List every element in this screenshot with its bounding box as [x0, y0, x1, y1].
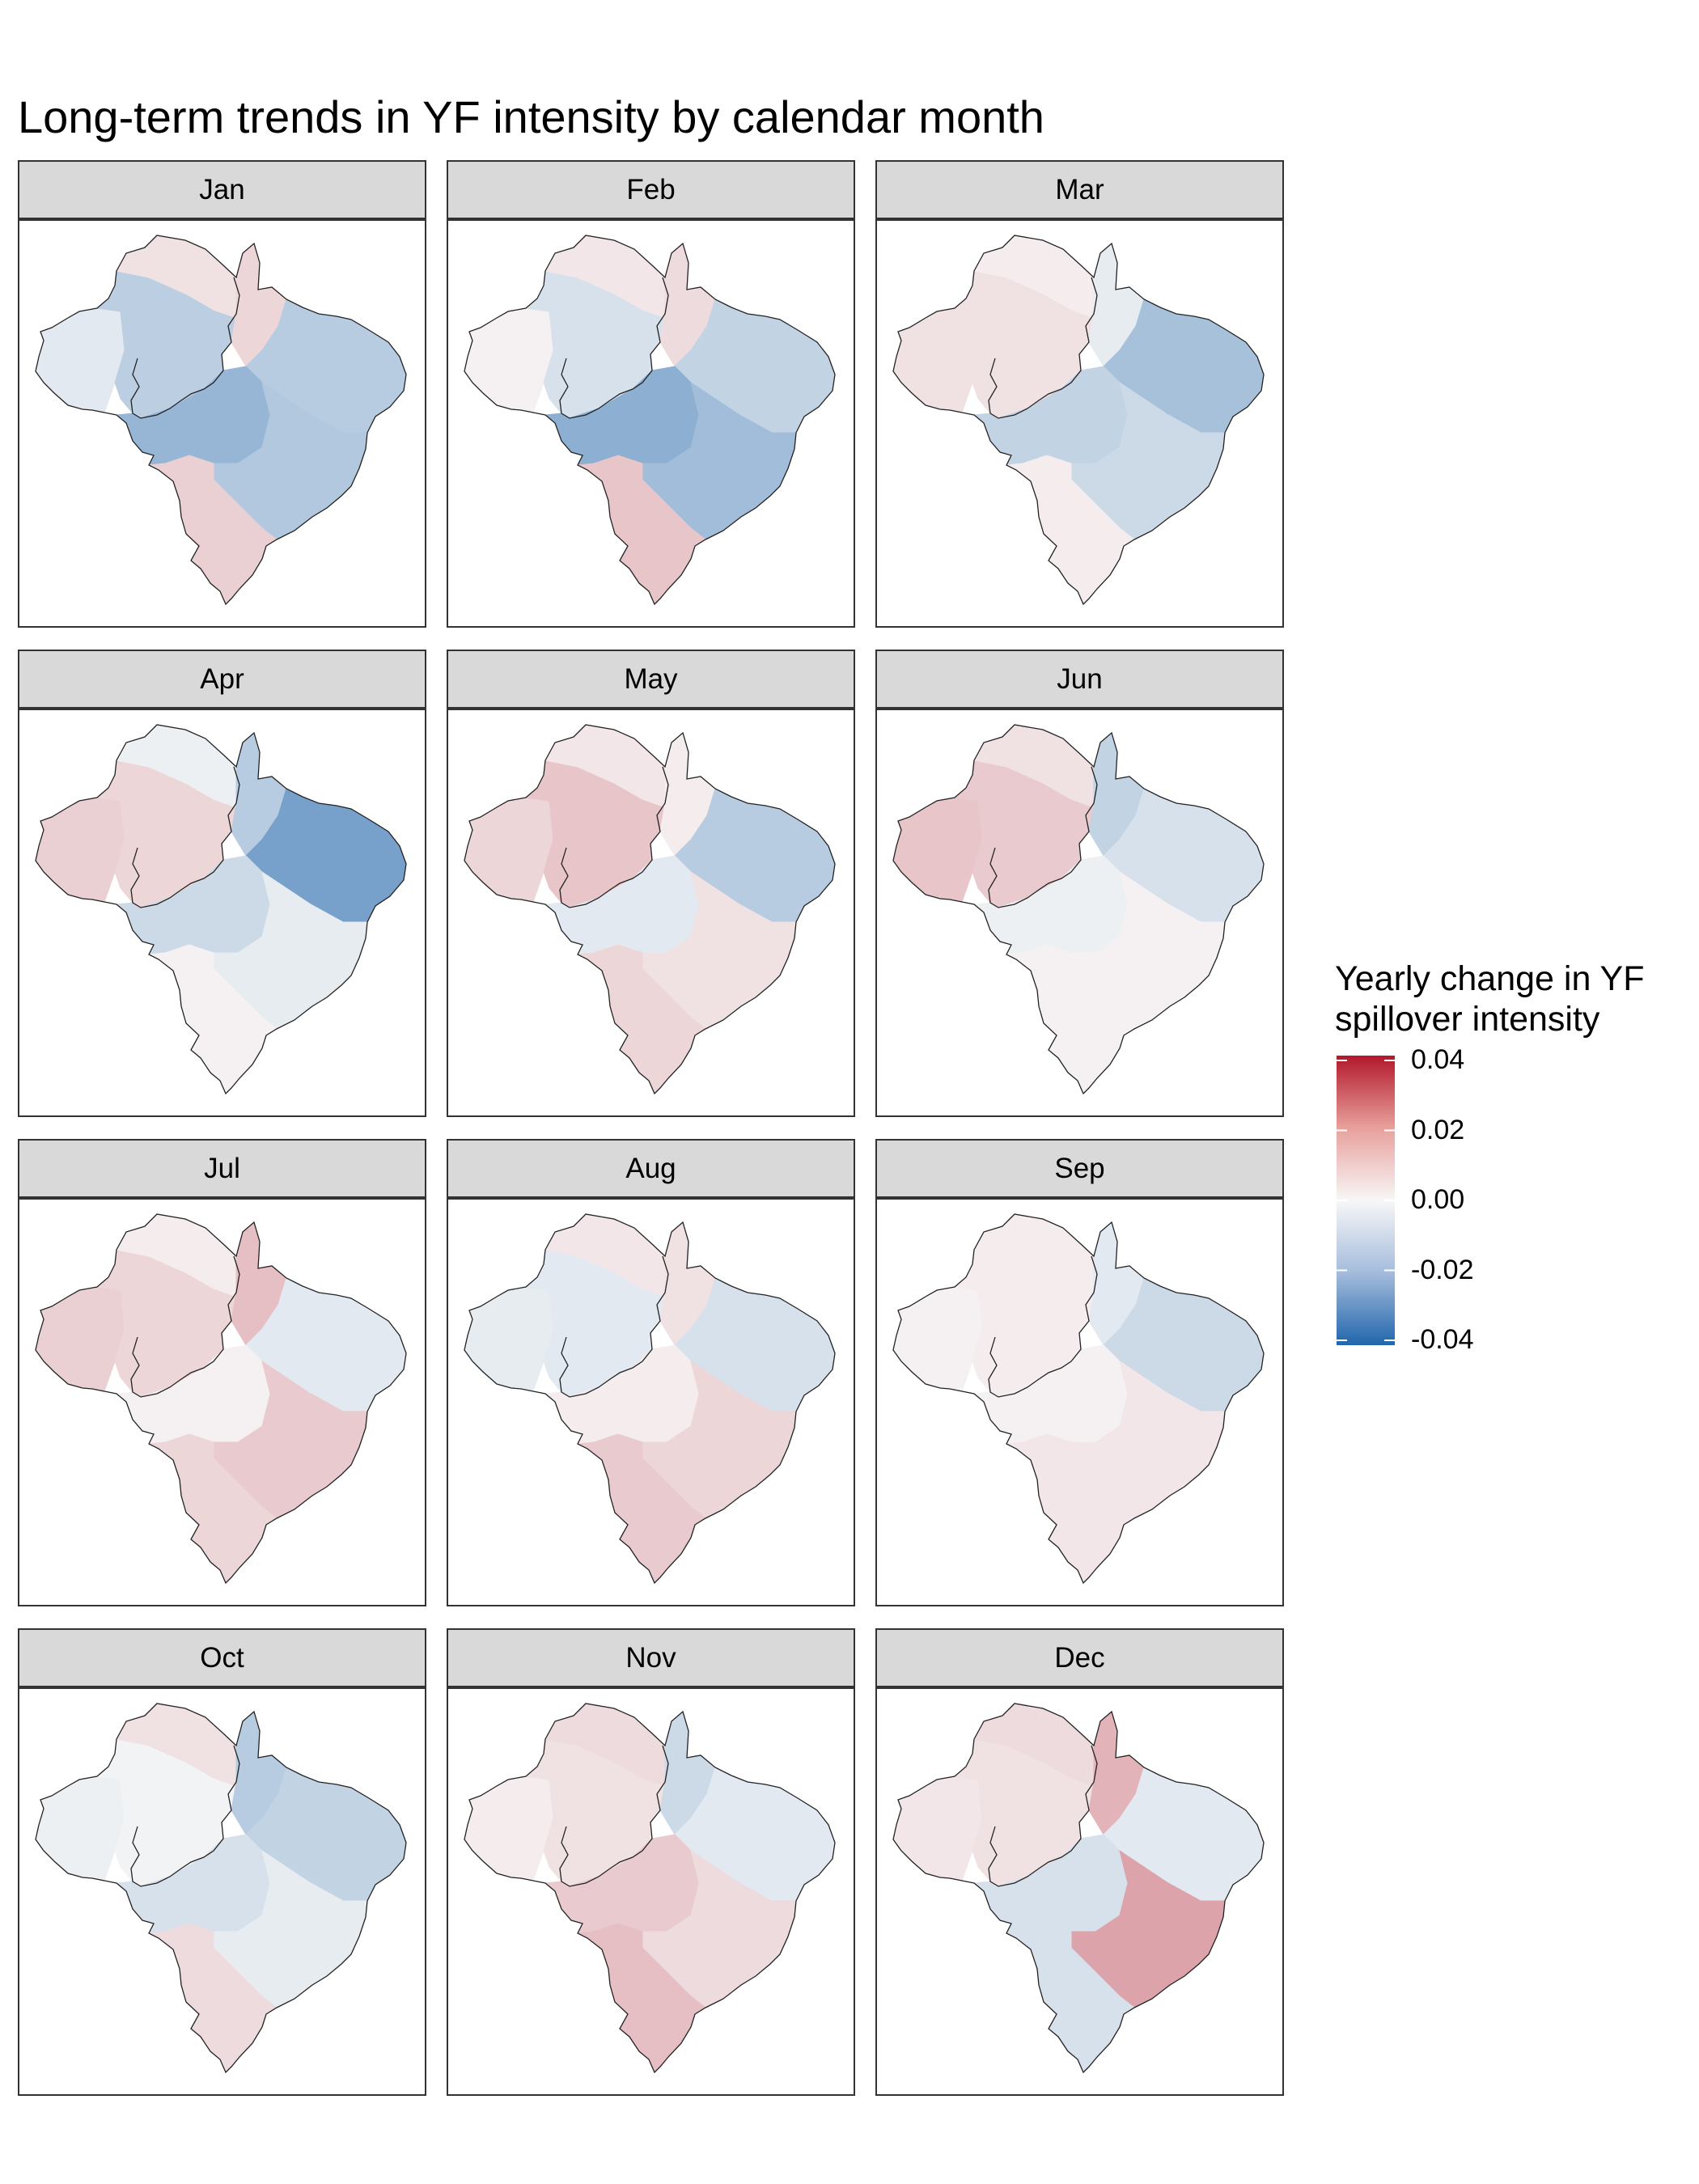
map-svg — [464, 1213, 836, 1585]
region-fill-0 — [464, 797, 554, 903]
river-boundary-line — [559, 1255, 669, 1398]
legend-tick-label: -0.04 — [1411, 1324, 1474, 1355]
choropleth-map — [18, 709, 426, 1117]
map-svg — [892, 1703, 1265, 2074]
facet-strip-label: Apr — [18, 650, 426, 709]
region-fill-0 — [893, 1286, 983, 1392]
region-fill-0 — [36, 1286, 125, 1392]
facet-panel-nov: Nov — [447, 1628, 855, 2096]
legend-tick-label: 0.04 — [1411, 1044, 1465, 1075]
choropleth-map — [447, 1687, 855, 2096]
region-fill-0 — [893, 1776, 983, 1881]
river-boundary-line — [988, 1255, 1098, 1398]
map-svg — [35, 235, 407, 606]
facet-panel-jun: Jun — [875, 650, 1284, 1117]
river-boundary-line — [130, 766, 240, 908]
river-boundary-line — [559, 277, 669, 419]
legend-tick-label: 0.00 — [1411, 1184, 1465, 1215]
facet-strip-label: Feb — [447, 160, 855, 219]
country-outline — [892, 235, 1265, 606]
choropleth-map — [447, 219, 855, 628]
country-outline — [464, 724, 836, 1095]
facet-panel-mar: Mar — [875, 160, 1284, 628]
river-boundary-line — [130, 277, 240, 419]
facet-strip-label: Aug — [447, 1139, 855, 1198]
country-outline — [892, 1703, 1265, 2074]
figure-title: Long-term trends in YF intensity by cale… — [18, 91, 1044, 142]
choropleth-map — [875, 219, 1284, 628]
region-fill-0 — [36, 307, 125, 413]
facet-strip-label: Nov — [447, 1628, 855, 1687]
map-svg — [35, 724, 407, 1095]
country-outline — [35, 1213, 407, 1585]
facet-strip-label: Oct — [18, 1628, 426, 1687]
region-fill-0 — [893, 797, 983, 903]
country-outline — [464, 1213, 836, 1585]
facet-strip-label: Jan — [18, 160, 426, 219]
choropleth-map — [447, 709, 855, 1117]
river-boundary-line — [130, 1255, 240, 1398]
river-boundary-line — [559, 766, 669, 908]
map-svg — [892, 235, 1265, 606]
facet-panel-jul: Jul — [18, 1139, 426, 1606]
facet-strip-label: Jul — [18, 1139, 426, 1198]
map-svg — [464, 235, 836, 606]
river-boundary-line — [130, 1745, 240, 1887]
map-svg — [892, 724, 1265, 1095]
legend-tick-label: 0.02 — [1411, 1114, 1465, 1145]
river-boundary-line — [988, 1745, 1098, 1887]
legend-colorbar — [1337, 1056, 1395, 1345]
region-fill-0 — [464, 1776, 554, 1881]
facet-strip-label: Jun — [875, 650, 1284, 709]
map-svg — [464, 1703, 836, 2074]
facet-strip-label: Mar — [875, 160, 1284, 219]
facet-panel-apr: Apr — [18, 650, 426, 1117]
map-svg — [464, 724, 836, 1095]
choropleth-map — [447, 1198, 855, 1606]
choropleth-map — [18, 1687, 426, 2096]
river-boundary-line — [988, 277, 1098, 419]
choropleth-map — [875, 1687, 1284, 2096]
region-fill-0 — [464, 1286, 554, 1392]
facet-panel-feb: Feb — [447, 160, 855, 628]
facet-panel-may: May — [447, 650, 855, 1117]
region-fill-0 — [36, 1776, 125, 1881]
facet-panel-dec: Dec — [875, 1628, 1284, 2096]
choropleth-map — [875, 1198, 1284, 1606]
legend-tick-label: -0.02 — [1411, 1254, 1474, 1285]
facet-strip-label: Sep — [875, 1139, 1284, 1198]
river-boundary-line — [559, 1745, 669, 1887]
country-outline — [464, 1703, 836, 2074]
facet-panel-oct: Oct — [18, 1628, 426, 2096]
facet-panel-sep: Sep — [875, 1139, 1284, 1606]
country-outline — [35, 724, 407, 1095]
region-fill-0 — [464, 307, 554, 413]
facet-strip-label: Dec — [875, 1628, 1284, 1687]
map-svg — [35, 1703, 407, 2074]
region-fill-0 — [36, 797, 125, 903]
country-outline — [892, 1213, 1265, 1585]
legend-title: Yearly change in YF spillover intensity — [1335, 959, 1645, 1039]
facet-strip-label: May — [447, 650, 855, 709]
map-svg — [35, 1213, 407, 1585]
country-outline — [892, 724, 1265, 1095]
facet-panel-aug: Aug — [447, 1139, 855, 1606]
country-outline — [35, 235, 407, 606]
choropleth-map — [18, 219, 426, 628]
country-outline — [35, 1703, 407, 2074]
facet-panel-jan: Jan — [18, 160, 426, 628]
river-boundary-line — [988, 766, 1098, 908]
choropleth-map — [875, 709, 1284, 1117]
map-svg — [892, 1213, 1265, 1585]
region-fill-0 — [893, 307, 983, 413]
country-outline — [464, 235, 836, 606]
choropleth-map — [18, 1198, 426, 1606]
